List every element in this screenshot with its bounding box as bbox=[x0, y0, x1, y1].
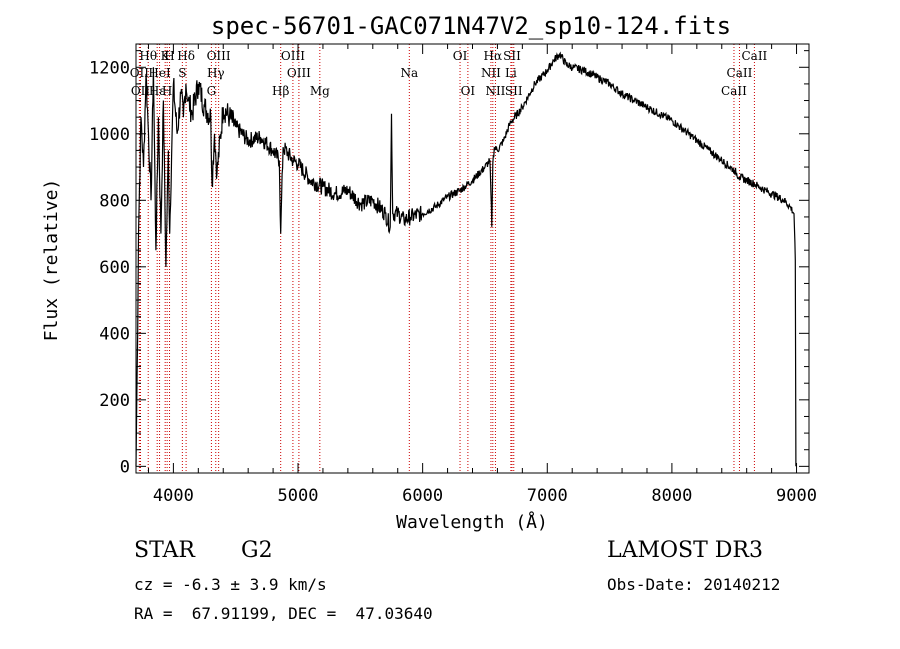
y-tick-label: 0 bbox=[120, 457, 130, 477]
y-tick-label: 600 bbox=[99, 258, 130, 278]
plot-frame bbox=[135, 43, 810, 474]
y-tick-label: 200 bbox=[99, 391, 130, 411]
marker-label: G bbox=[207, 84, 217, 98]
marker-label: Hβ bbox=[272, 84, 289, 98]
marker-label: Mg bbox=[310, 84, 330, 98]
chart-title: spec-56701-GAC071N47V2_sp10-124.fits bbox=[211, 12, 731, 40]
marker-label: OIII bbox=[281, 49, 305, 63]
marker-label: OI bbox=[461, 84, 476, 98]
survey-name: LAMOST DR3 bbox=[607, 538, 763, 563]
marker-label: NII bbox=[485, 84, 505, 98]
x-axis-ticks: 4000 5000 6000 7000 8000 9000 bbox=[147, 44, 817, 506]
y-tick-label: 1000 bbox=[89, 125, 130, 145]
spectral-subclass: G2 bbox=[241, 538, 273, 563]
marker-label: OII bbox=[130, 66, 150, 80]
x-tick-label: 8000 bbox=[651, 486, 692, 506]
spectrum-line bbox=[135, 51, 797, 467]
marker-label: SII bbox=[505, 84, 523, 98]
marker-label: Na bbox=[400, 66, 418, 80]
marker-label: K bbox=[161, 49, 171, 63]
marker-label: CaII bbox=[741, 49, 767, 63]
redshift-velocity: cz = -6.3 ± 3.9 km/s bbox=[134, 575, 327, 594]
marker-label: OI bbox=[453, 49, 468, 63]
marker-label: S bbox=[178, 66, 186, 80]
object-type: STAR bbox=[134, 538, 195, 563]
x-tick-label: 7000 bbox=[527, 486, 568, 506]
marker-label: HeI bbox=[148, 66, 171, 80]
x-tick-label: 4000 bbox=[153, 486, 194, 506]
marker-label: OIII bbox=[207, 49, 231, 63]
marker-label: OIII bbox=[287, 66, 311, 80]
y-axis-label: Flux (relative) bbox=[41, 179, 62, 342]
marker-label: Hθ bbox=[139, 49, 157, 63]
marker-label: NII bbox=[481, 66, 501, 80]
y-axis-ticks: 0 200 400 600 800 1000 1200 bbox=[89, 50, 809, 477]
x-axis-label: Wavelength (Å) bbox=[396, 511, 548, 533]
coordinates: RA = 67.91199, DEC = 47.03640 bbox=[134, 604, 433, 623]
marker-label: Hγ bbox=[207, 66, 225, 80]
x-tick-label: 5000 bbox=[278, 486, 319, 506]
marker-label: Hα bbox=[484, 49, 503, 63]
x-tick-label: 6000 bbox=[402, 486, 443, 506]
y-tick-label: 800 bbox=[99, 191, 130, 211]
marker-label: OII bbox=[131, 84, 151, 98]
line-markers bbox=[138, 44, 755, 473]
marker-label: SII bbox=[503, 49, 521, 63]
y-tick-label: 1200 bbox=[89, 58, 130, 78]
marker-label: H bbox=[162, 84, 172, 98]
marker-label: CaII bbox=[727, 66, 753, 80]
observation-date: Obs-Date: 20140212 bbox=[607, 575, 781, 594]
marker-label: H bbox=[164, 49, 174, 63]
x-tick-label: 9000 bbox=[776, 486, 817, 506]
marker-label: Hδ bbox=[177, 49, 195, 63]
y-tick-label: 400 bbox=[99, 324, 130, 344]
marker-label: Li bbox=[505, 66, 517, 80]
marker-label: CaII bbox=[721, 84, 747, 98]
